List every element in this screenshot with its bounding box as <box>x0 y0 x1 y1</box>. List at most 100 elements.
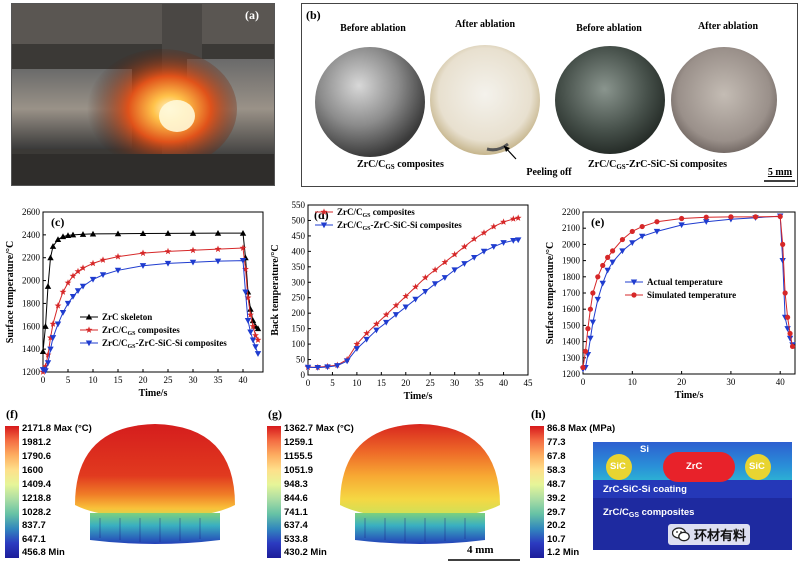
colorbar-f-max: 2171.8 Max (°C) <box>22 423 92 434</box>
colorbar-g-tick: 948.3 <box>284 478 308 490</box>
data-point <box>39 348 47 354</box>
data-point <box>69 272 77 279</box>
data-point <box>392 312 400 318</box>
data-point <box>42 323 49 329</box>
data-point <box>402 292 410 300</box>
sample-coated-before <box>555 46 665 154</box>
data-point <box>42 368 49 375</box>
data-point <box>599 280 606 287</box>
colorbar-h-max: 86.8 Max (MPa) <box>547 423 616 434</box>
data-point <box>44 283 52 289</box>
data-point <box>679 215 685 222</box>
legend-marker <box>631 292 637 298</box>
panel-g-label: (g) <box>268 407 282 421</box>
colorbar-h-tick: 29.7 <box>547 506 566 518</box>
data-point <box>451 267 458 274</box>
comp-label-1: ZrC/CGS composites <box>357 159 444 171</box>
data-point <box>605 254 611 260</box>
data-point <box>490 244 497 250</box>
data-point <box>782 290 788 296</box>
x-tick-label: 5 <box>66 375 71 385</box>
data-point <box>254 351 262 357</box>
y-tick-label: 2000 <box>22 276 41 286</box>
chart-d: 0 5 10 15 20 25 30 35 40 450501001502002503003504… <box>270 200 533 402</box>
data-point <box>254 325 262 332</box>
data-point <box>189 246 197 254</box>
data-point <box>254 336 262 343</box>
x-tick-label: 20 <box>401 378 411 388</box>
ablation-photo <box>12 4 274 185</box>
data-point <box>639 223 645 230</box>
y-tick-label: 1500 <box>562 320 581 330</box>
colorbar-g-tick: 741.1 <box>284 506 308 518</box>
panel-h-label: (h) <box>531 407 546 421</box>
x-tick-label: 15 <box>377 378 387 388</box>
y-tick-label: 1800 <box>22 298 41 308</box>
data-point <box>703 219 710 225</box>
y-tick-label: 1600 <box>22 321 41 331</box>
colorbar-f-tick: 1600 <box>22 464 44 476</box>
data-point <box>343 358 351 365</box>
plot-frame <box>307 204 529 376</box>
data-point <box>585 326 591 332</box>
data-point <box>99 256 107 263</box>
legend-marker <box>320 208 328 215</box>
data-point <box>510 237 517 244</box>
y-tick-label: 1400 <box>562 337 581 347</box>
panel-d-label: (d) <box>314 208 329 222</box>
legend-label: ZrC/CGS composites <box>102 325 180 337</box>
panel-f-label: (f) <box>6 407 18 421</box>
legend-marker <box>630 279 638 286</box>
colorbar-h-tick: 20.2 <box>547 520 566 532</box>
data-point <box>242 289 249 296</box>
y-tick-label: 1400 <box>22 344 41 354</box>
scale-bar-fg <box>448 559 520 561</box>
watermark: 环材有料 <box>668 524 751 545</box>
data-point <box>54 321 62 328</box>
legend-marker <box>320 222 328 229</box>
data-point <box>49 320 57 327</box>
data-point <box>353 340 361 347</box>
data-point <box>654 219 660 225</box>
data-point <box>363 329 371 337</box>
y-tick-label: 450 <box>292 231 306 241</box>
series-line-1 <box>307 239 519 369</box>
series-line-1 <box>42 247 259 373</box>
data-point <box>728 214 734 220</box>
data-point <box>779 258 786 264</box>
data-point <box>189 259 197 266</box>
y-tick-label: 1200 <box>562 369 581 379</box>
x-tick-label: 40 <box>499 378 509 388</box>
data-point <box>587 306 593 312</box>
h-label-sic-right: SiC <box>749 461 765 472</box>
data-point <box>44 360 52 367</box>
colorbar-f-tick: 1409.4 <box>22 478 52 490</box>
dome-f <box>75 424 235 544</box>
y-tick-label: 1300 <box>562 353 581 363</box>
legend-label: Actual temperature <box>647 277 723 287</box>
h-label-composites: ZrC/CGS composites <box>603 507 695 519</box>
series-line-0 <box>308 217 519 368</box>
y-tick-label: 2600 <box>22 207 41 217</box>
data-point <box>461 243 468 250</box>
x-tick-label: 30 <box>450 378 460 388</box>
data-point <box>604 267 611 274</box>
data-point <box>703 214 709 220</box>
data-point <box>777 213 783 220</box>
h-label-sic-left: SiC <box>610 461 626 472</box>
colorbar-g-max: 1362.7 Max (°C) <box>284 423 354 434</box>
colorbar-g-tick: 1155.5 <box>284 450 313 462</box>
data-point <box>64 300 72 307</box>
y-tick-label: 1200 <box>22 367 41 377</box>
y-axis-label: Surface temperature/°C <box>545 242 556 344</box>
data-point <box>353 346 361 352</box>
data-point <box>600 262 606 269</box>
colorbar-f-tick: 1981.2 <box>22 437 52 448</box>
panel-a-label: (a) <box>245 8 259 22</box>
panel-h-map: Si SiC ZrC SiC ZrC-SiC-Si coating ZrC/CG… <box>593 442 792 550</box>
data-point <box>515 237 522 244</box>
sample-coated-after <box>671 47 777 153</box>
sample-zrc-cgs-before <box>315 47 425 157</box>
legend-marker <box>85 313 93 320</box>
data-point <box>249 322 257 330</box>
